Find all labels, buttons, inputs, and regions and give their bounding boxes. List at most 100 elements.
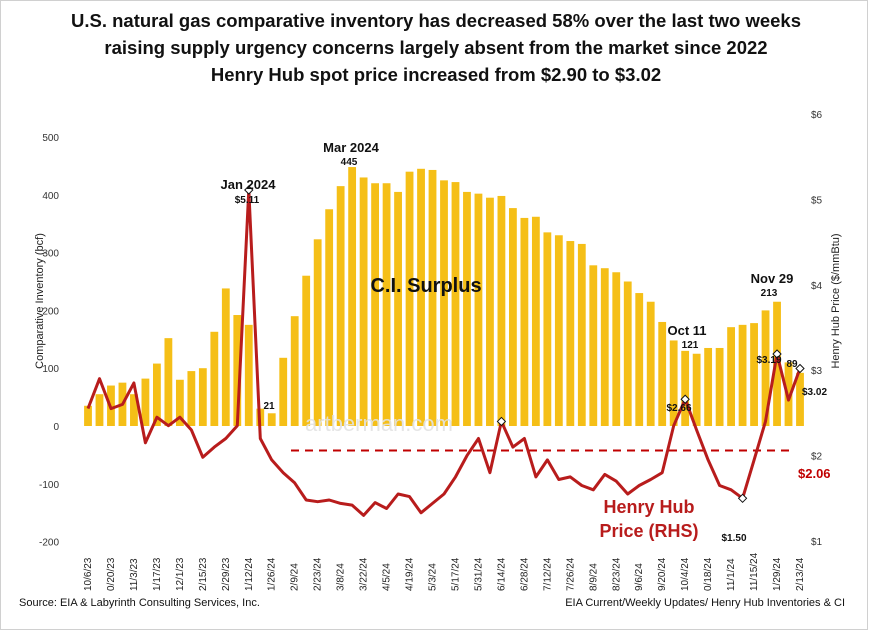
bar [382,183,391,426]
bar [577,243,586,426]
bar [233,315,242,426]
right-tick-label: $2 [811,452,823,463]
bar [417,168,425,427]
left-axis-label: Comparative Inventory (bcf) [34,233,46,369]
bar [566,241,575,426]
right-tick-label: $3 [811,366,823,377]
bar [543,232,552,426]
annotation-low-price: $1.50 [721,533,746,544]
x-tick-label: 1/26/24 [267,557,278,591]
x-tick-label: 8/9/24 [588,563,599,591]
bar [187,371,196,426]
left-axis: -200 -100 0 100 200 300 400 500 [39,133,59,549]
bar [554,235,563,426]
bar [428,169,437,427]
annotation-mar2024-title: Mar 2024 [323,140,379,155]
annotation-nov29-title: Nov 29 [751,271,794,286]
bar [221,288,230,426]
annotation-oct11-value: 121 [682,340,699,351]
price-markers [244,185,805,504]
bar [267,413,276,426]
annotation-jan2024-title: Jan 2024 [221,177,277,192]
watermark: artberman.com [305,411,453,436]
x-tick-label: 1/29/24 [772,557,783,591]
bar [681,350,690,426]
left-tick-label: 200 [42,306,59,317]
annotation-ci-surplus: C.I. Surplus [370,275,481,297]
annotation-nov-price: $3.19 [756,355,781,366]
bar [244,324,253,426]
price-marker [680,394,690,404]
bar [704,347,713,426]
x-tick-label: 12/1/23 [175,557,186,591]
left-tick-label: -200 [39,538,59,549]
x-tick-label: 2/9/24 [290,563,301,591]
bar [152,363,161,426]
x-axis-labels: 10/6/23 0/20/23 11/3/23 1/17/23 12/1/23 2/15/… [83,552,806,591]
x-tick-label: 11/1/24 [726,558,737,591]
price-marker [795,363,805,374]
bar [164,338,173,426]
bar [175,379,184,426]
left-tick-label: 0 [53,422,59,433]
x-tick-label: 10/4/24 [680,557,691,591]
x-tick-label: 2/23/24 [313,557,324,591]
x-tick-label: 11/3/23 [129,558,140,591]
x-tick-label: 2/13/24 [795,557,806,591]
bar [486,197,494,426]
x-tick-label: 11/15/24 [749,552,760,591]
price-marker [244,185,254,195]
bar [95,394,104,426]
bar [279,357,288,426]
bar [715,347,724,426]
title-line-1: U.S. natural gas comparative inventory h… [70,10,802,31]
bar [773,301,781,426]
bar [463,191,471,426]
bar [405,171,414,426]
right-axis-label: Henry Hub Price ($/mmBtu) [830,233,842,368]
x-tick-label: 0/18/24 [703,557,714,591]
bar [508,208,517,426]
bar [646,301,655,426]
bar [623,281,632,426]
bar [658,321,667,426]
x-tick-label: 8/23/24 [611,557,622,591]
x-tick-label: 9/20/24 [657,557,668,591]
annotation-low-bar: 21 [263,401,275,412]
bar [84,405,92,426]
x-tick-label: 3/22/24 [359,557,370,591]
x-tick-label: 7/12/24 [542,557,553,591]
x-tick-label: 1/17/23 [152,557,163,591]
price-line [86,188,802,517]
left-tick-label: 300 [42,249,59,260]
x-tick-label: 4/5/24 [382,563,393,591]
annotation-mar2024-value: 445 [341,157,358,168]
bars-layer [84,167,804,427]
right-tick-label: $5 [811,195,823,206]
price-marker [496,416,507,427]
bar [796,372,804,426]
x-tick-label: 9/6/24 [634,563,645,591]
bar [497,195,506,426]
bar [359,177,368,426]
bar [738,324,747,426]
x-tick-label: 1/12/24 [244,557,255,591]
left-tick-label: -100 [39,480,59,491]
x-tick-label: 7/26/24 [565,557,576,591]
bar [692,353,701,426]
bar [336,186,345,426]
left-tick-label: 400 [42,191,59,202]
title-line-2: raising supply urgency concerns largely … [104,37,768,58]
bar [290,316,299,426]
right-tick-label: $6 [811,110,823,121]
chart-title: U.S. natural gas comparative inventory h… [1,7,870,88]
title-line-3: Henry Hub spot price increased from $2.9… [210,64,662,85]
left-tick-label: 500 [42,133,59,144]
annotation-henry-hub-line1: Henry Hub [603,497,694,517]
source-right: EIA Current/Weekly Updates/ Henry Hub In… [565,597,845,609]
bar [325,209,334,426]
annotation-last-bar: 89 [786,359,798,370]
x-tick-label: 0/20/23 [106,557,117,591]
x-tick-label: 2/29/23 [221,557,232,591]
price-marker [772,349,782,359]
